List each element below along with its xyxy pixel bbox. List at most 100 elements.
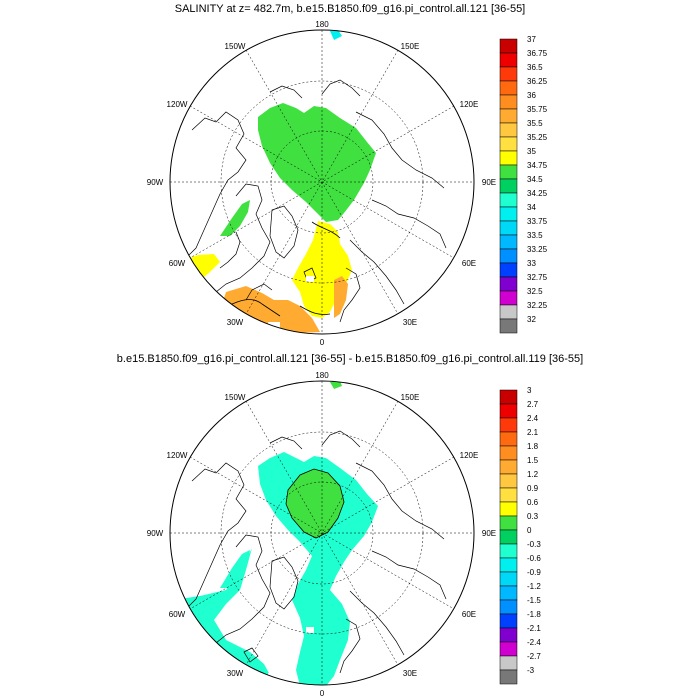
colorbar-tick-label: -0.3 [527,540,541,549]
colorbar-tick-label: 36.75 [527,49,548,58]
panel-title-bottom: b.e15.B1850.f09_g16.pi_control.all.121 [… [116,353,584,365]
colorbar-tick-label: 35.5 [527,119,543,128]
colorbar-tick-label: 33.25 [527,245,548,254]
colorbar-tick-label: 2.1 [527,428,539,437]
colorbar-swatch [499,80,518,96]
colorbar-tick-label: 34.25 [527,189,548,198]
colorbar-tick-label: 0.6 [527,498,539,507]
colorbar-tick-label: -3 [527,666,535,675]
colorbar-tick-label: 36.5 [527,63,543,72]
colorbar-tick-label: 34.5 [527,175,543,184]
colorbar-swatch [499,52,518,68]
colorbar-swatch [499,66,518,82]
colorbar-swatch [499,164,518,180]
lon-label-180: 180 [315,20,329,29]
colorbar-swatch [499,94,518,110]
colorbar-tick-label: 36.25 [527,77,548,86]
diff-patch-cyan-arctic [258,452,378,685]
colorbar-swatch [499,627,518,643]
colorbar-tick-label: 35.75 [527,105,548,114]
colorbar-swatch [499,459,518,475]
coastlines-bottom [175,430,447,674]
lon-label-150e: 150E [401,393,420,402]
colorbar-tick-label: 0 [527,526,532,535]
diff-patch-cyan-baffin [220,550,250,588]
colorbar-swatch [499,38,518,54]
colorbar-tick-label: 3 [527,386,532,395]
lon-label-0: 0 [320,689,325,698]
colorbar-tick-label: 0.3 [527,512,539,521]
colorbar-swatch [499,473,518,489]
graticule-bottom [170,381,474,685]
colorbar-tick-label: 33 [527,259,536,268]
colorbar-tick-label: 34.75 [527,161,548,170]
colorbar-swatch [499,501,518,517]
colorbar-tick-label: 34 [527,203,536,212]
colorbar-tick-label: 32.5 [527,287,543,296]
colorbar-swatch [499,122,518,138]
colorbar-tick-label: -1.5 [527,596,541,605]
diff-patch-green-centre [285,468,345,539]
lon-label-0: 0 [320,338,325,347]
colorbar-swatch [499,220,518,236]
colorbar-swatch [499,655,518,671]
lon-label-30w: 30W [227,318,244,327]
colorbar-swatch [499,669,518,685]
lon-label-60w: 60W [169,259,186,268]
colorbar-swatch [499,192,518,208]
colorbar-swatch [499,234,518,250]
colorbar-swatch [499,641,518,657]
colorbar-tick-label: 0.9 [527,484,539,493]
colorbar-swatch [499,403,518,419]
panel-title-top: SALINITY at z= 482.7m, b.e15.B1850.f09_g… [174,3,526,15]
diff-patch-green-small [330,381,342,389]
colorbar-swatch [499,290,518,306]
lon-label-180: 180 [315,371,329,380]
colorbar-swatch [499,276,518,292]
lon-label-60w: 60W [169,610,186,619]
lon-label-30w: 30W [227,669,244,678]
lon-label-90e: 90E [482,178,496,187]
colorbar-swatch [499,599,518,615]
lon-label-60e: 60E [462,259,476,268]
salinity-patch-green-arctic [258,103,376,222]
colorbar-swatch [499,557,518,573]
colorbar-swatch [499,543,518,559]
colorbar-swatch [499,206,518,222]
colorbar-swatch [499,585,518,601]
salinity-patch-orange-east [334,276,348,318]
colorbar-top: 37 36.75 36.5 36.25 36 35.75 35.5 35.25 35 34.75 3… [499,35,548,334]
colorbar-tick-label: -2.1 [527,624,541,633]
salinity-patch-cyan-small [330,30,342,40]
colorbar-tick-label: 33.75 [527,217,548,226]
longitude-labels-top: 180 150E 120E 90E 60E 30E 0 30W 60W 90W … [147,20,496,347]
colorbar-tick-label: 1.5 [527,456,539,465]
island-top-1 [306,276,314,282]
colorbar-swatch [499,487,518,503]
colorbar-swatch [499,318,518,334]
colorbar-swatch [499,262,518,278]
coastlines-top [175,79,447,323]
colorbar-tick-label: 2.4 [527,414,539,423]
longitude-labels-bottom: 180 150E 120E 90E 60E 30E 0 30W 60W 90W … [147,371,496,698]
lon-label-120e: 120E [460,451,479,460]
colorbar-tick-label: -1.8 [527,610,541,619]
lon-label-120w: 120W [167,451,188,460]
colorbar-tick-label: 35.25 [527,133,548,142]
colorbar-swatch [499,445,518,461]
colorbar-tick-label: -2.7 [527,652,541,661]
diff-patch-cyan-west [172,548,276,685]
colorbar-swatch [499,613,518,629]
colorbar-tick-label: 32.25 [527,301,548,310]
colorbar-tick-label: 32 [527,315,536,324]
island-top-2 [276,280,282,284]
colorbar-tick-label: -1.2 [527,582,541,591]
lon-label-150w: 150W [225,42,246,51]
lon-label-30e: 30E [403,318,417,327]
colorbar-swatch [499,136,518,152]
colorbar-swatch [499,248,518,264]
lon-label-150w: 150W [225,393,246,402]
colorbar-tick-label: -2.4 [527,638,541,647]
colorbar-swatch [499,304,518,320]
lon-label-30e: 30E [403,669,417,678]
